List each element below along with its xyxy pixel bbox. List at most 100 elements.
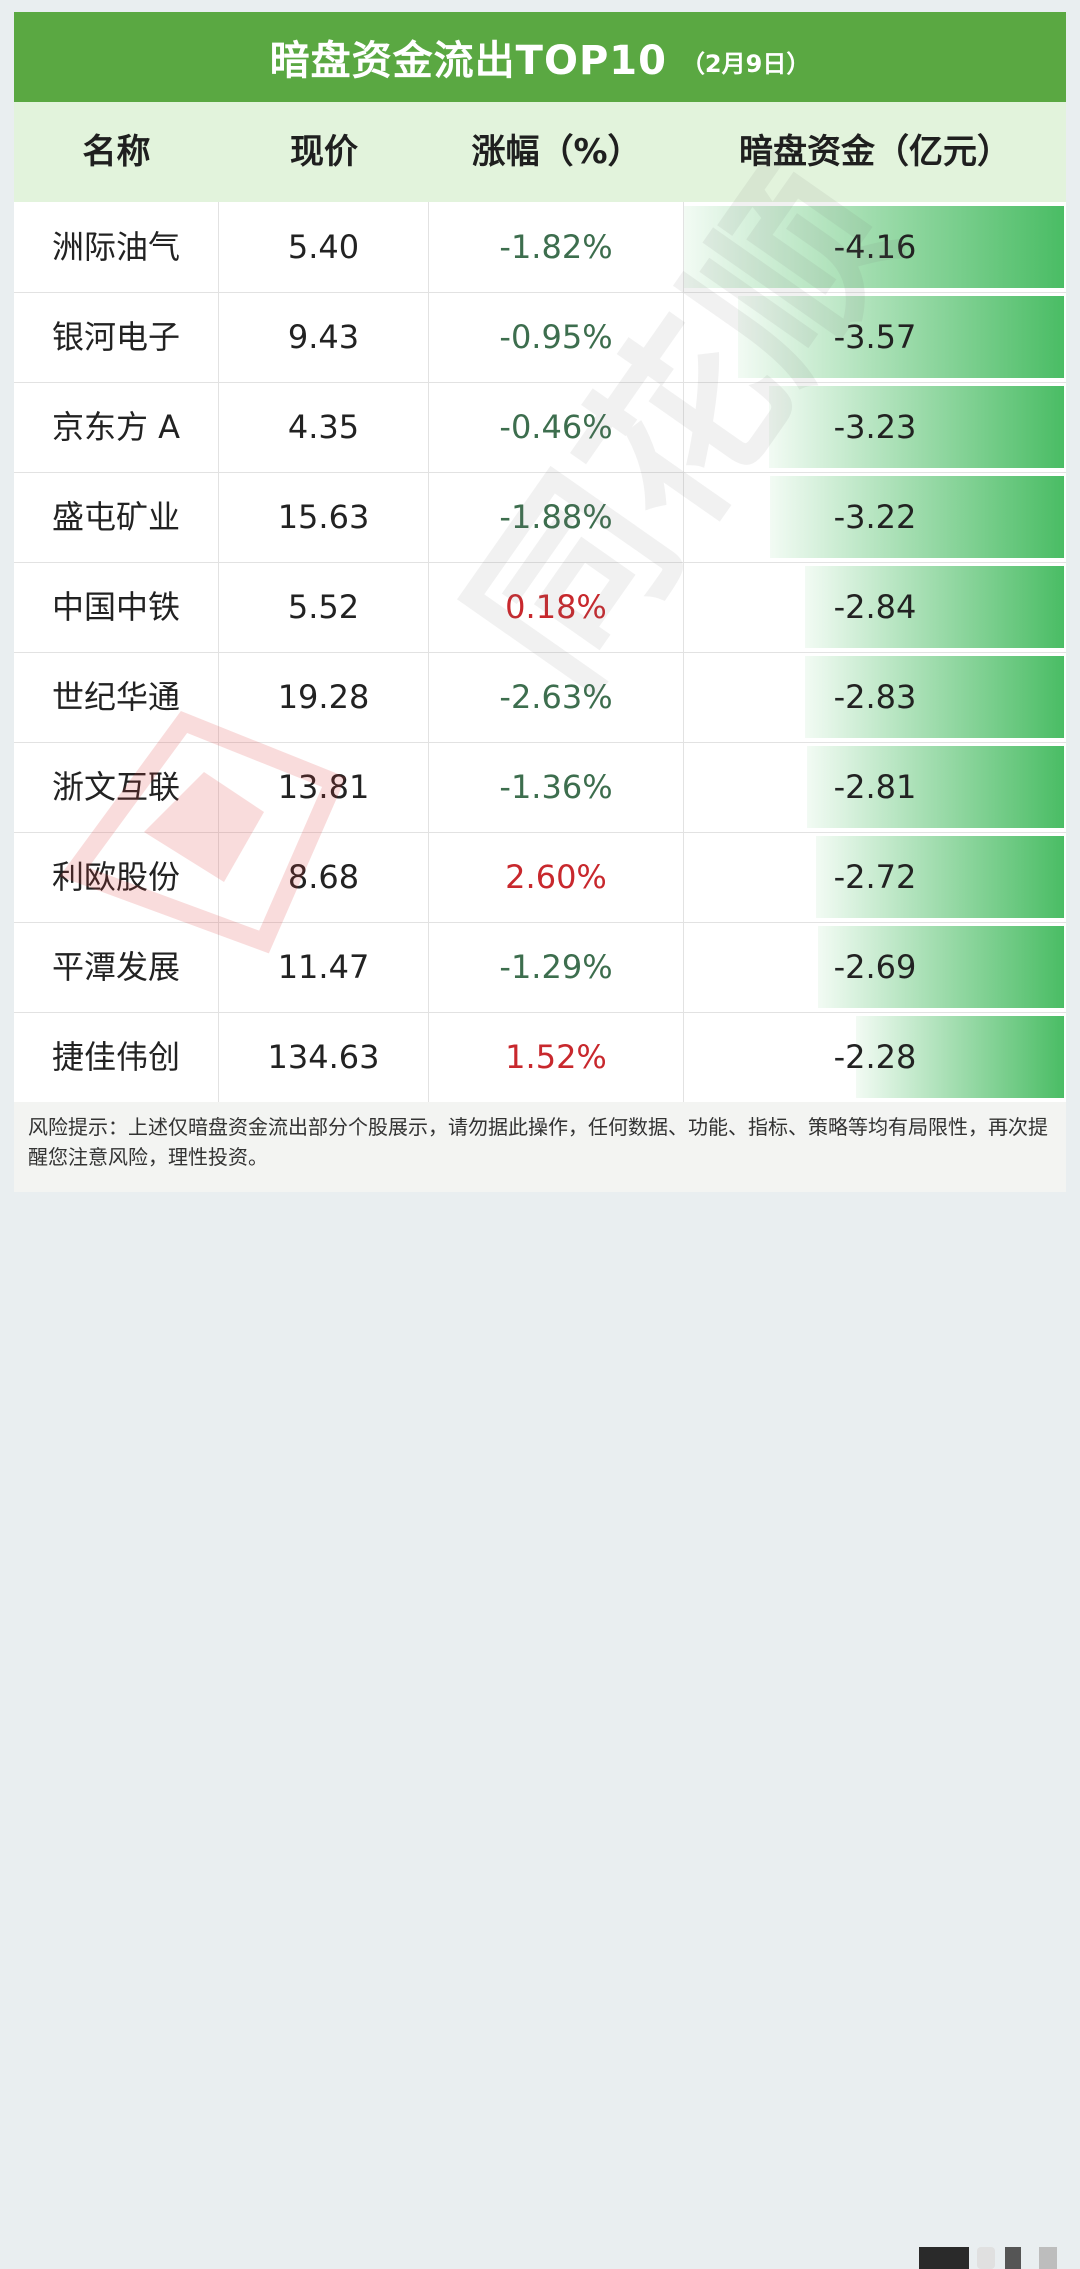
stock-flow-text: -2.84	[833, 588, 917, 626]
stock-flow-text: -2.72	[833, 858, 917, 896]
stock-price: 11.47	[219, 922, 429, 1012]
stock-name-text: 世纪华通	[52, 678, 181, 716]
table-row: 捷佳伟创 134.63 1.52% -2.28	[14, 1012, 1066, 1103]
stock-price-text: 4.35	[287, 408, 360, 446]
stock-change-text: 2.60%	[505, 858, 607, 896]
stock-price-text: 11.47	[277, 948, 370, 986]
stock-flow-text: -2.81	[833, 768, 917, 806]
stock-change: -0.95%	[429, 292, 684, 382]
stock-change-text: -1.88%	[499, 498, 613, 536]
flow-bar	[816, 836, 1064, 918]
stock-price-text: 19.28	[277, 678, 370, 716]
stock-flow: -4.16	[684, 202, 1066, 292]
stock-flow-text: -3.22	[833, 498, 917, 536]
decor-block	[919, 2247, 969, 2269]
stock-flow-text: -2.69	[833, 948, 917, 986]
title-date: （2月9日）	[680, 49, 811, 78]
flow-bar	[738, 296, 1064, 378]
table-card: 暗盘资金流出TOP10 （2月9日） 名称 现价 涨幅（%） 暗盘资金（亿元） …	[14, 12, 1066, 2269]
stock-flow-text: -2.83	[833, 678, 917, 716]
table-header: 名称 现价 涨幅（%） 暗盘资金（亿元）	[14, 102, 1066, 202]
stock-name: 捷佳伟创	[14, 1012, 219, 1102]
table-row: 浙文互联 13.81 -1.36% -2.81	[14, 742, 1066, 833]
stock-flow-text: -2.28	[833, 1038, 917, 1076]
page-title: 暗盘资金流出TOP10	[269, 38, 667, 84]
flow-bar	[684, 206, 1064, 288]
stock-price: 15.63	[219, 472, 429, 562]
stock-change: -0.46%	[429, 382, 684, 472]
flow-bar	[807, 746, 1064, 828]
stock-change: -1.82%	[429, 202, 684, 292]
stock-change-text: -0.95%	[499, 318, 613, 356]
stock-price: 5.52	[219, 562, 429, 652]
risk-notice: 风险提示：上述仅暗盘资金流出部分个股展示，请勿据此操作，任何数据、功能、指标、策…	[28, 1115, 1048, 1169]
stock-flow: -2.72	[684, 832, 1066, 922]
stock-flow-text: -3.23	[833, 408, 917, 446]
stock-price: 134.63	[219, 1012, 429, 1102]
table-row: 世纪华通 19.28 -2.63% -2.83	[14, 652, 1066, 743]
stock-price: 19.28	[219, 652, 429, 742]
flow-bar	[770, 476, 1064, 558]
stock-flow: -2.69	[684, 922, 1066, 1012]
title-bar: 暗盘资金流出TOP10 （2月9日）	[14, 12, 1066, 102]
flow-bar	[805, 656, 1064, 738]
stock-change: -1.36%	[429, 742, 684, 832]
stock-change: 0.18%	[429, 562, 684, 652]
stock-change-text: -2.63%	[499, 678, 613, 716]
stock-flow: -3.23	[684, 382, 1066, 472]
stock-name-text: 盛屯矿业	[52, 498, 181, 536]
stock-price: 5.40	[219, 202, 429, 292]
stock-change: -2.63%	[429, 652, 684, 742]
stock-name: 京东方 A	[14, 382, 219, 472]
stock-name-text: 捷佳伟创	[52, 1038, 181, 1076]
decor-block	[1005, 2247, 1021, 2269]
stock-price: 4.35	[219, 382, 429, 472]
stock-name-text: 京东方 A	[52, 408, 181, 446]
flow-bar	[805, 566, 1064, 648]
stock-name: 平潭发展	[14, 922, 219, 1012]
stock-flow: -3.57	[684, 292, 1066, 382]
table-row: 平潭发展 11.47 -1.29% -2.69	[14, 922, 1066, 1013]
stock-price-text: 15.63	[277, 498, 370, 536]
stock-change-text: 0.18%	[505, 588, 607, 626]
stock-price: 13.81	[219, 742, 429, 832]
stock-price-text: 134.63	[267, 1038, 380, 1076]
table-body: 洲际油气 5.40 -1.82% -4.16 银河电子 9.43 -0.95% -3.57 京东…	[14, 202, 1066, 1103]
table-row: 京东方 A 4.35 -0.46% -3.23	[14, 382, 1066, 473]
flow-bar	[856, 1016, 1064, 1098]
stock-name: 利欧股份	[14, 832, 219, 922]
stock-change: -1.29%	[429, 922, 684, 1012]
stock-flow-text: -3.57	[833, 318, 917, 356]
stock-flow: -2.81	[684, 742, 1066, 832]
stock-name-text: 浙文互联	[52, 768, 181, 806]
stock-change-text: -1.82%	[499, 228, 613, 266]
stock-price: 9.43	[219, 292, 429, 382]
stock-name-text: 利欧股份	[52, 858, 181, 896]
stock-name-text: 平潭发展	[52, 948, 181, 986]
stock-name: 中国中铁	[14, 562, 219, 652]
stock-price-text: 5.52	[287, 588, 360, 626]
stock-name: 洲际油气	[14, 202, 219, 292]
table-row: 洲际油气 5.40 -1.82% -4.16	[14, 202, 1066, 293]
table-row: 利欧股份 8.68 2.60% -2.72	[14, 832, 1066, 923]
stock-price-text: 9.43	[287, 318, 360, 356]
stock-name-text: 银河电子	[52, 318, 181, 356]
stock-price-text: 5.40	[287, 228, 360, 266]
flow-bar	[818, 926, 1064, 1008]
header-flow: 暗盘资金（亿元）	[739, 132, 1011, 172]
stock-change: 2.60%	[429, 832, 684, 922]
stock-name-text: 中国中铁	[52, 588, 181, 626]
stock-flow: -2.84	[684, 562, 1066, 652]
stock-price-text: 13.81	[277, 768, 370, 806]
footer: 风险提示：上述仅暗盘资金流出部分个股展示，请勿据此操作，任何数据、功能、指标、策…	[14, 1102, 1066, 2269]
table-row: 盛屯矿业 15.63 -1.88% -3.22	[14, 472, 1066, 563]
decor-block	[1039, 2247, 1057, 2269]
stock-name: 世纪华通	[14, 652, 219, 742]
stock-change-text: -1.29%	[499, 948, 613, 986]
stock-change: 1.52%	[429, 1012, 684, 1102]
table-row: 银河电子 9.43 -0.95% -3.57	[14, 292, 1066, 383]
table-row: 中国中铁 5.52 0.18% -2.84	[14, 562, 1066, 653]
stock-change: -1.88%	[429, 472, 684, 562]
stock-name-text: 洲际油气	[52, 228, 181, 266]
stock-price: 8.68	[219, 832, 429, 922]
